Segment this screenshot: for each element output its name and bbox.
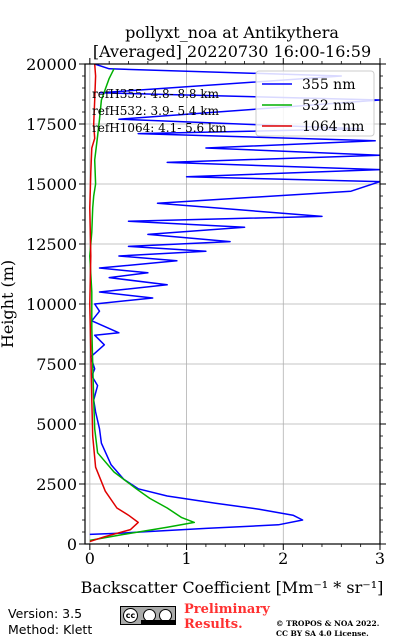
x-axis-label: Backscatter Coefficient [Mm⁻¹ * sr⁻¹] (81, 578, 384, 597)
x-tick-label: 3 (375, 549, 385, 568)
y-tick-label: 15000 (26, 175, 77, 194)
annotation-text: refH1064: 4.1- 5.6 km (92, 121, 227, 135)
y-tick-label: 10000 (26, 295, 77, 314)
preliminary-line-1: Preliminary (184, 602, 270, 617)
copyright-note: © TROPOS & NOA 2022. CC BY SA 4.0 Licens… (276, 619, 379, 638)
footer-info: Version: 3.5 Method: Klett (8, 606, 92, 638)
y-tick-label: 5000 (36, 415, 77, 434)
chart-legend: 355 nm 532 nm 1064 nm (255, 70, 375, 137)
y-tick-label: 12500 (26, 235, 77, 254)
legend-label: 355 nm (302, 77, 355, 93)
y-tick-label: 20000 (26, 55, 77, 74)
y-tick-label: 0 (67, 535, 77, 554)
x-tick-label: 0 (85, 549, 95, 568)
cc-license-badge: cc (120, 606, 176, 625)
cc-label-strip (141, 620, 175, 624)
preliminary-results-note: Preliminary Results. (184, 602, 270, 632)
x-tick-label: 1 (181, 549, 191, 568)
copyright-line-1: © TROPOS & NOA 2022. (276, 619, 380, 628)
y-tick-label: 2500 (36, 475, 77, 494)
reference-height-annotations: refH355: 4.8- 8.8 km refH532: 3.9- 5.4 km… (92, 87, 227, 135)
legend-label: 532 nm (302, 98, 355, 114)
series-line-1064-nm (89, 64, 139, 543)
annotation-text: refH355: 4.8- 8.8 km (92, 87, 220, 101)
y-axis-label: Height (m) (0, 260, 17, 348)
axis-ticks: 0 1 2 3 0 2500 5000 7500 10000 12500 15000 17500 200… (26, 55, 386, 568)
annotation-text: refH532: 3.9- 5.4 km (92, 104, 220, 118)
y-tick-label: 7500 (36, 355, 77, 374)
plot-lines (89, 64, 380, 543)
x-tick-label: 2 (278, 549, 288, 568)
legend-box (255, 70, 375, 137)
method-text: Method: Klett (8, 622, 93, 637)
version-text: Version: 3.5 (8, 606, 83, 621)
chart-title: pollyxt_noa at Antikythera (125, 23, 339, 42)
cc-logo-icon: cc (123, 608, 138, 623)
series-line-532-nm (89, 68, 196, 542)
copyright-line-2: CC BY SA 4.0 License. (276, 628, 369, 638)
legend-label: 1064 nm (302, 119, 364, 135)
preliminary-line-2: Results. (184, 617, 243, 632)
y-tick-label: 17500 (26, 115, 77, 134)
chart-subtitle: [Averaged] 20220730 16:00-16:59 (93, 42, 371, 61)
